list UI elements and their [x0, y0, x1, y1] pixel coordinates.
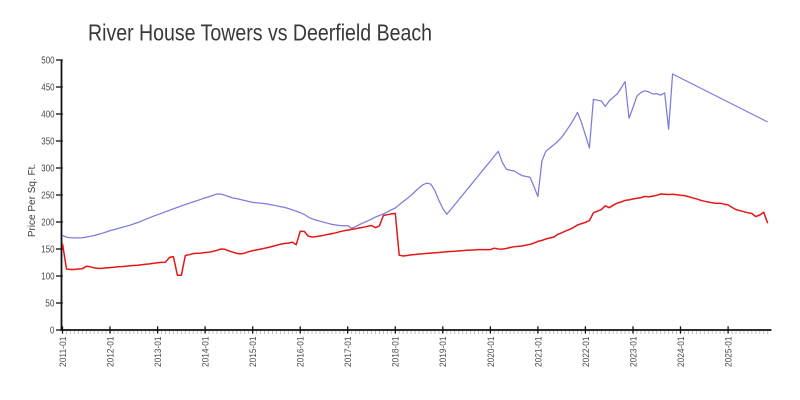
svg-text:100: 100	[41, 271, 55, 282]
svg-text:0: 0	[50, 325, 55, 336]
svg-text:2016-01: 2016-01	[296, 337, 306, 368]
svg-text:2012-01: 2012-01	[105, 337, 115, 368]
svg-text:350: 350	[41, 136, 55, 147]
svg-text:150: 150	[41, 244, 55, 255]
svg-text:500: 500	[41, 55, 55, 66]
svg-text:2014-01: 2014-01	[201, 337, 211, 368]
svg-text:2018-01: 2018-01	[391, 337, 401, 368]
svg-text:250: 250	[41, 190, 55, 201]
svg-text:450: 450	[41, 82, 55, 93]
svg-text:2021-01: 2021-01	[533, 337, 543, 368]
svg-text:50: 50	[45, 298, 55, 309]
svg-text:2025-01: 2025-01	[724, 337, 734, 368]
svg-text:2024-01: 2024-01	[676, 337, 686, 368]
svg-text:2015-01: 2015-01	[248, 337, 258, 368]
svg-text:2022-01: 2022-01	[581, 337, 591, 368]
svg-text:River House Towers vs Deerfiel: River House Towers vs Deerfield Beach	[88, 20, 432, 46]
svg-text:2020-01: 2020-01	[486, 337, 496, 368]
svg-text:2023-01: 2023-01	[628, 337, 638, 368]
svg-text:2019-01: 2019-01	[438, 337, 448, 368]
svg-text:2017-01: 2017-01	[343, 337, 353, 368]
svg-text:Price Per Sq. Ft.: Price Per Sq. Ft.	[27, 164, 38, 237]
svg-text:200: 200	[41, 217, 55, 228]
svg-text:2013-01: 2013-01	[153, 337, 163, 368]
svg-text:400: 400	[41, 109, 55, 120]
svg-text:2011-01: 2011-01	[58, 337, 68, 368]
svg-text:300: 300	[41, 163, 55, 174]
